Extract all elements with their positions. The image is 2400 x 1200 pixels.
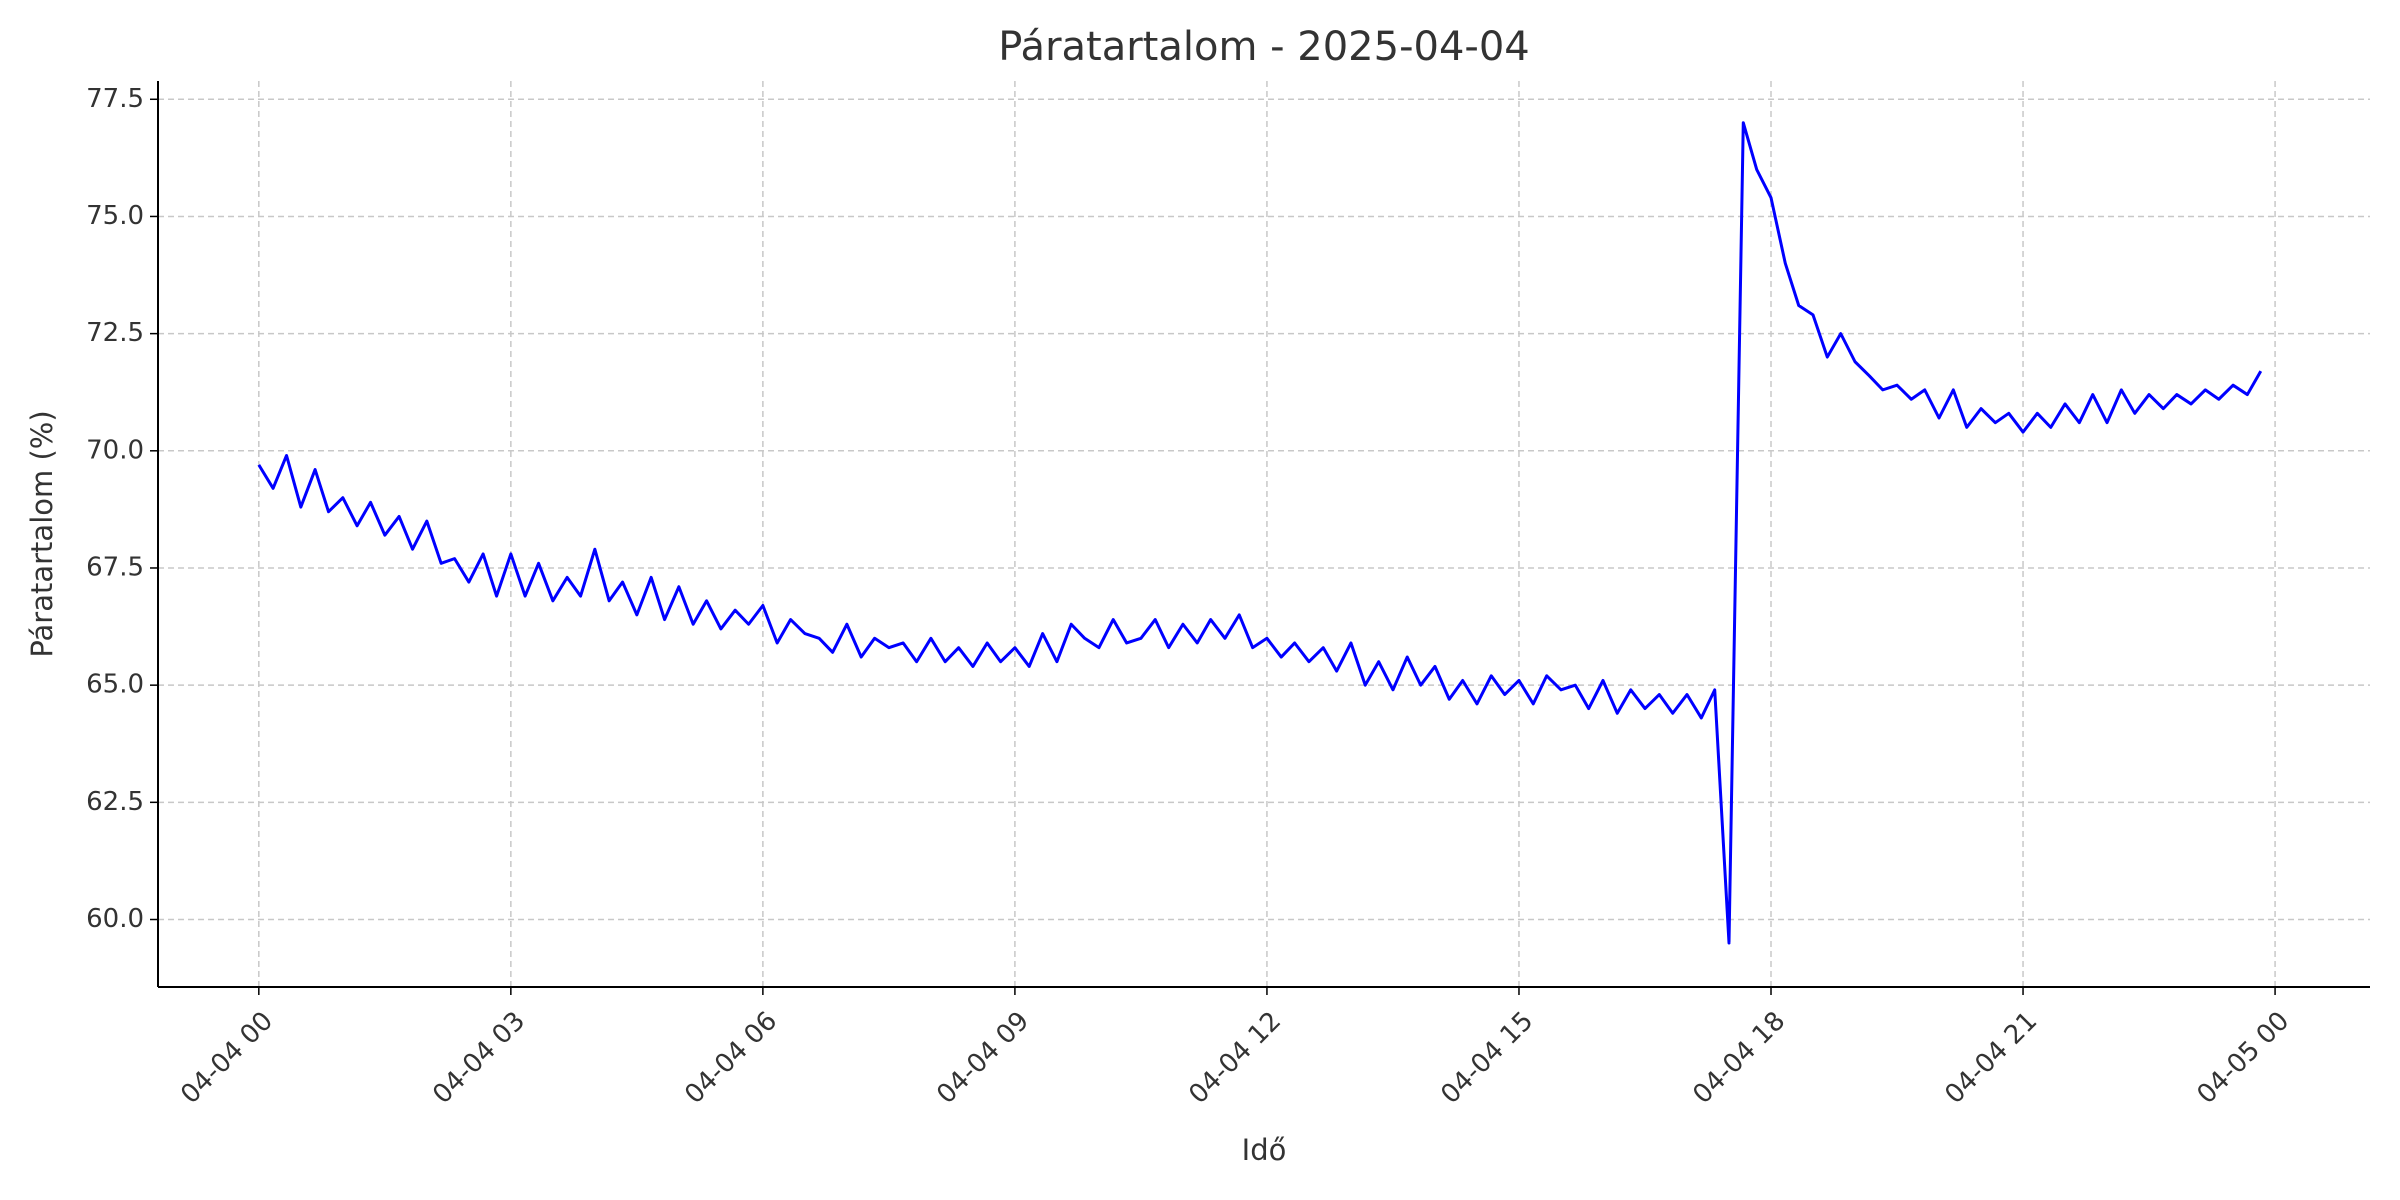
y-axis-label: Páratartalom (%) xyxy=(25,410,59,657)
x-axis-label: Idő xyxy=(1242,1133,1287,1167)
x-tick-label: 04-04 18 xyxy=(1687,1006,1791,1110)
y-tick-label: 65.0 xyxy=(86,670,144,700)
chart-title: Páratartalom - 2025-04-04 xyxy=(998,24,1530,70)
x-tick-label: 04-04 15 xyxy=(1435,1006,1539,1110)
y-tick-label: 75.0 xyxy=(86,201,144,231)
y-tick-label: 67.5 xyxy=(86,552,144,582)
x-tick-label: 04-04 06 xyxy=(679,1006,783,1110)
x-tick-label: 04-04 09 xyxy=(931,1006,1035,1110)
x-tick-label: 04-04 00 xyxy=(175,1006,279,1110)
y-tick-label: 77.5 xyxy=(86,84,144,114)
x-tick-label: 04-04 21 xyxy=(1939,1006,2043,1110)
data-line xyxy=(257,121,2263,945)
x-tick-label: 04-05 00 xyxy=(2191,1006,2295,1110)
x-tick-label: 04-04 03 xyxy=(427,1006,531,1110)
y-tick-label: 72.5 xyxy=(86,318,144,348)
x-tick-label: 04-04 12 xyxy=(1183,1006,1287,1110)
y-tick-label: 60.0 xyxy=(86,904,144,934)
y-tick-label: 70.0 xyxy=(86,435,144,465)
y-tick-label: 62.5 xyxy=(86,787,144,817)
